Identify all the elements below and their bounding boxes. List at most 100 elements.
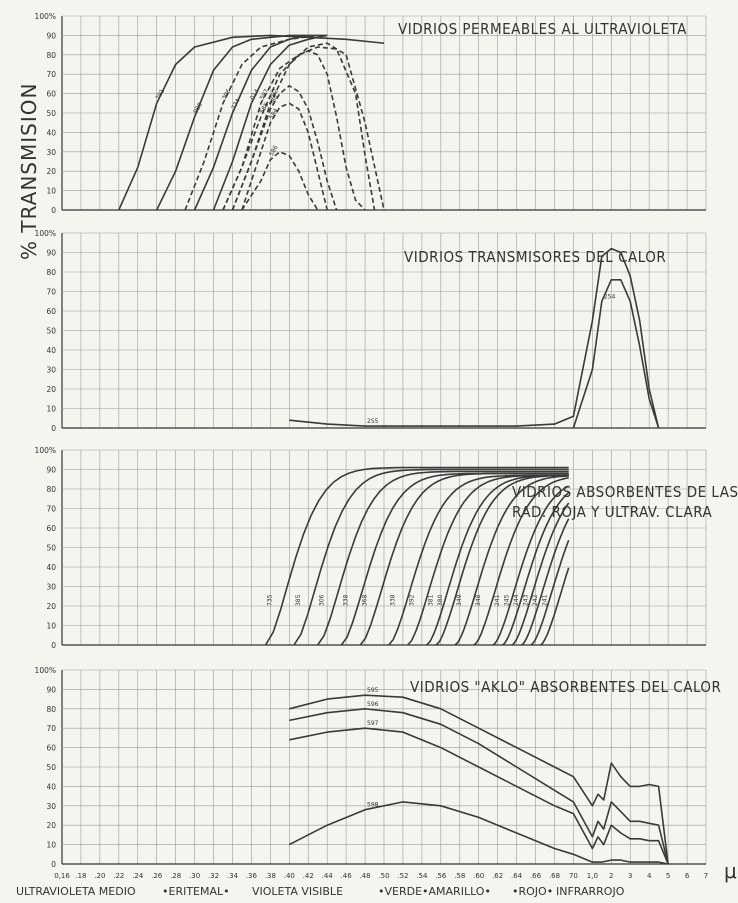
x-tick-label: .34 — [227, 872, 239, 880]
x-tick-label: .20 — [94, 872, 105, 880]
panel-2: 100% 90 80 70 60 50 40 30 20 10 0 VIDRIOS TRANSMISO… — [35, 229, 707, 433]
x-region-label: •ERITEMAL• — [162, 885, 230, 898]
series-label: 349 — [456, 594, 463, 606]
series-label: 306 — [319, 594, 326, 606]
x-tick-label: .42 — [303, 872, 314, 880]
series-label: 380 — [437, 594, 444, 606]
series-line — [241, 151, 319, 211]
x-region-label: ULTRAVIOLETA MEDIO — [16, 885, 136, 898]
x-tick-label: 6 — [685, 872, 690, 880]
series-line — [264, 466, 569, 646]
series-line — [118, 34, 385, 211]
y-tick-label: 80 — [46, 705, 56, 714]
series-line — [511, 502, 570, 646]
x-tick-label: .54 — [416, 872, 428, 880]
x-tick-label: 7 — [704, 872, 708, 880]
y-tick-label: 60 — [46, 744, 56, 753]
x-tick-label: .60 — [473, 872, 484, 880]
x-region-label: •ROJO• — [512, 885, 553, 898]
y-tick-label: 90 — [46, 31, 56, 40]
panel-title: RAD. ROJA Y ULTRAV. CLARA — [512, 503, 712, 521]
series-line — [289, 727, 669, 865]
series-line — [193, 34, 309, 211]
series-label: 980 — [192, 101, 204, 115]
y-tick-label: 10 — [46, 841, 56, 850]
x-tick-label: .68 — [549, 872, 560, 880]
x-tick-label: .56 — [435, 872, 447, 880]
plot-labels: 7919803067740145975857925865845862552547… — [16, 88, 708, 898]
x-tick-label: 1,0 — [587, 872, 598, 880]
x-region-label: VIOLETA VISIBLE — [252, 885, 343, 898]
x-tick-label: 2 — [609, 872, 613, 880]
series-line — [155, 34, 328, 211]
series-label: 791 — [154, 88, 166, 102]
y-tick-label: 30 — [46, 802, 56, 811]
series-label: 242 — [532, 594, 539, 606]
x-tick-label: 3 — [628, 872, 632, 880]
y-tick-label: 90 — [46, 466, 56, 475]
series-line — [539, 567, 570, 646]
x-tick-label: .18 — [75, 872, 86, 880]
x-tick-label: .26 — [151, 872, 163, 880]
x-tick-label: 4 — [647, 872, 652, 880]
panel-curves-4 — [288, 694, 669, 865]
series-label: 245 — [503, 594, 510, 606]
series-line — [289, 694, 669, 865]
series-line — [359, 472, 569, 646]
panel-1: 100% 90 80 70 60 50 40 30 20 10 0 VIDRIOS PERMEABLE… — [35, 12, 707, 215]
series-line — [501, 491, 570, 646]
y-tick-label: 50 — [46, 544, 56, 553]
x-axis: 0,16 .18 .20 .22 .24 .26 .28 .30 .32 .34 .36 .38 .40… — [16, 872, 708, 898]
x-tick-label: 0,16 — [54, 872, 70, 880]
y-tick-label: 10 — [46, 405, 56, 414]
y-tick-label: 70 — [46, 724, 56, 733]
panel-title: VIDRIOS "AKLO" ABSORBENTES DEL CALOR — [410, 678, 721, 696]
y-tick-label: 30 — [46, 583, 56, 592]
y-tick-label: 40 — [46, 563, 56, 572]
series-line — [572, 279, 660, 429]
y-tick-label: 70 — [46, 288, 56, 297]
y-tick-label: 20 — [46, 385, 56, 394]
y-tick-label: 40 — [46, 128, 56, 137]
x-region-label: •VERDE•AMARILLO• — [378, 885, 491, 898]
x-tick-label: .30 — [189, 872, 200, 880]
series-line — [222, 46, 376, 211]
series-line — [289, 708, 669, 865]
x-tick-label: .36 — [246, 872, 258, 880]
y-tick-label: 90 — [46, 249, 56, 258]
series-label: 244 — [513, 594, 520, 606]
y-tick-label: 100% — [35, 12, 56, 21]
y-tick-label: 20 — [46, 821, 56, 830]
series-label: 585 — [259, 101, 271, 115]
series-line — [212, 34, 328, 211]
y-tick-label: 70 — [46, 505, 56, 514]
series-line — [492, 485, 570, 646]
x-tick-label: .22 — [113, 872, 124, 880]
series-label: 014 — [249, 88, 261, 102]
x-region-label: INFRARROJO — [556, 885, 625, 898]
x-tick-label: .24 — [132, 872, 144, 880]
y-tick-label: 50 — [46, 327, 56, 336]
y-tick-label: 40 — [46, 346, 56, 355]
panel-title: VIDRIOS PERMEABLES AL ULTRAVIOLETA — [398, 20, 687, 38]
y-tick-label: 20 — [46, 167, 56, 176]
x-tick-label: .28 — [170, 872, 181, 880]
plot-curves — [118, 34, 669, 865]
y-tick-label: 70 — [46, 70, 56, 79]
panel-title: VIDRIOS TRANSMISORES DEL CALOR — [404, 248, 666, 266]
plot-grids: 100% 90 80 70 60 50 40 30 20 10 0 VIDRIOS PERMEABLE… — [35, 12, 738, 869]
y-tick-label: 100% — [35, 229, 56, 238]
x-tick-label: .38 — [265, 872, 276, 880]
series-line — [530, 540, 570, 646]
panel-curves-1 — [118, 34, 385, 211]
x-tick-label: .52 — [397, 872, 408, 880]
series-label: 254 — [604, 293, 616, 300]
y-tick-label: 10 — [46, 187, 56, 196]
y-tick-label: 0 — [51, 860, 56, 869]
series-label: 392 — [409, 594, 416, 606]
x-tick-label: .50 — [378, 872, 389, 880]
series-label: 774 — [230, 97, 242, 111]
series-label: 338 — [342, 594, 349, 606]
x-tick-label: .32 — [208, 872, 219, 880]
y-tick-label: 50 — [46, 109, 56, 118]
